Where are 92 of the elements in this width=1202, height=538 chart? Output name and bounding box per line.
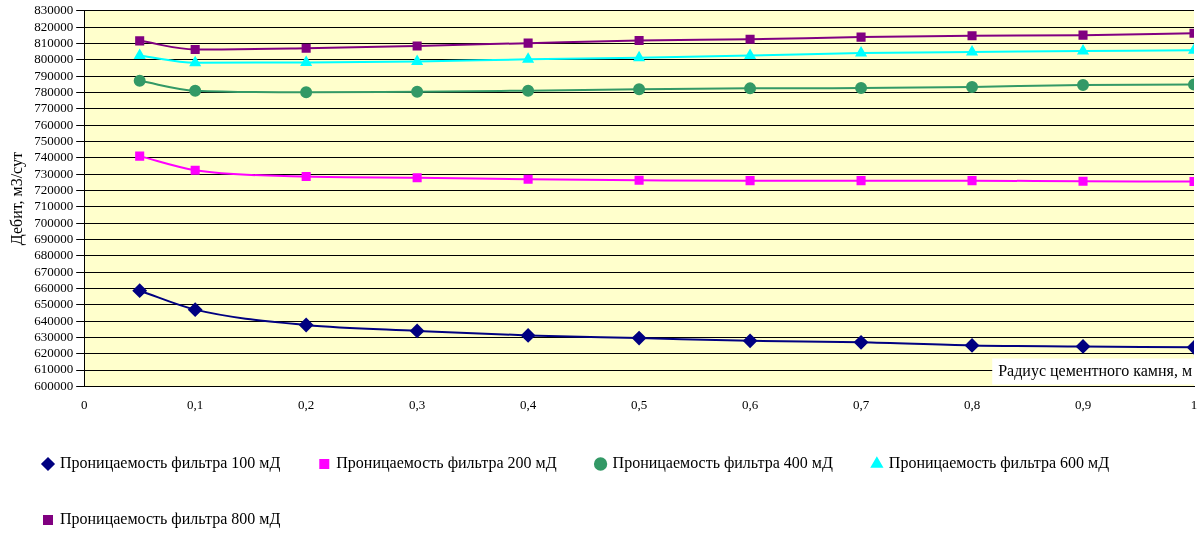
point bbox=[744, 49, 756, 60]
point bbox=[411, 55, 423, 65]
point bbox=[299, 318, 314, 332]
legend-label: Проницаемость фильтра 200 мД bbox=[336, 454, 557, 473]
y-tick-label: 680000 bbox=[34, 247, 74, 263]
x-tick-label: 0,7 bbox=[852, 396, 870, 412]
y-tick-label: 720000 bbox=[34, 181, 74, 197]
point bbox=[132, 283, 147, 298]
y-tick-label: 730000 bbox=[34, 165, 74, 181]
point bbox=[743, 333, 758, 348]
point bbox=[856, 32, 866, 42]
point bbox=[1078, 30, 1088, 40]
point bbox=[744, 82, 757, 95]
y-tick-label: 810000 bbox=[34, 34, 74, 50]
x-tick-label: 0,1 bbox=[187, 396, 204, 412]
point bbox=[1077, 44, 1089, 55]
point bbox=[633, 51, 645, 62]
point bbox=[966, 45, 978, 56]
legend-label: Проницаемость фильтра 100 мД bbox=[60, 454, 281, 473]
y-tick-label: 780000 bbox=[34, 83, 74, 99]
y-tick-label: 740000 bbox=[34, 149, 74, 165]
point bbox=[523, 38, 533, 48]
y-tick-label: 650000 bbox=[34, 296, 74, 312]
x-tick-label: 0,8 bbox=[963, 396, 981, 412]
point bbox=[133, 74, 146, 87]
point bbox=[1076, 339, 1091, 354]
point bbox=[190, 44, 200, 55]
y-axis-title: Дебит, м3/сут bbox=[7, 152, 26, 246]
point bbox=[745, 34, 755, 44]
y-tick-label: 830000 bbox=[34, 2, 74, 18]
x-axis-title: Радиус цементного камня, м bbox=[998, 361, 1192, 380]
point bbox=[189, 56, 201, 67]
y-tick-label: 750000 bbox=[34, 132, 74, 148]
point bbox=[856, 176, 866, 186]
y-tick-label: 820000 bbox=[34, 18, 74, 34]
point bbox=[967, 176, 977, 186]
point bbox=[410, 323, 425, 338]
x-tick-label: 0,3 bbox=[409, 396, 426, 412]
point bbox=[1078, 176, 1088, 186]
point bbox=[412, 173, 422, 183]
x-tick-label: 0 bbox=[80, 396, 88, 412]
x-tick-label: 0,4 bbox=[519, 396, 537, 412]
y-tick-label: 630000 bbox=[34, 328, 74, 344]
x-tick-label: 1 bbox=[1190, 396, 1198, 412]
point bbox=[854, 335, 869, 350]
point bbox=[855, 82, 868, 95]
y-tick-label: 700000 bbox=[34, 214, 74, 230]
point bbox=[633, 83, 646, 96]
y-tick-label: 770000 bbox=[34, 100, 74, 116]
x-tick-label: 0,6 bbox=[741, 396, 759, 412]
point bbox=[190, 165, 200, 175]
point bbox=[411, 85, 424, 98]
point bbox=[134, 49, 146, 60]
point bbox=[300, 86, 313, 99]
point bbox=[188, 302, 203, 317]
point bbox=[1077, 78, 1090, 91]
point bbox=[301, 43, 311, 53]
y-tick-label: 670000 bbox=[34, 263, 74, 279]
point bbox=[745, 176, 755, 186]
point bbox=[967, 31, 977, 41]
point bbox=[301, 172, 311, 182]
legend-label: Проницаемость фильтра 600 мД bbox=[888, 454, 1110, 473]
point bbox=[189, 84, 202, 97]
point bbox=[634, 175, 644, 185]
point bbox=[135, 151, 145, 161]
x-tick-label: 0,5 bbox=[630, 396, 648, 412]
y-tick-label: 640000 bbox=[34, 312, 74, 328]
y-tick-label: 610000 bbox=[34, 361, 74, 377]
point bbox=[135, 36, 145, 46]
point bbox=[966, 80, 979, 93]
point bbox=[634, 35, 644, 46]
legend-label: Проницаемость фильтра 400 мД bbox=[612, 454, 833, 473]
point bbox=[522, 53, 534, 63]
y-tick-label: 710000 bbox=[34, 198, 74, 214]
point bbox=[521, 328, 536, 343]
y-tick-label: 620000 bbox=[34, 345, 74, 361]
point bbox=[965, 338, 980, 353]
y-tick-label: 690000 bbox=[34, 230, 74, 246]
y-tick-label: 790000 bbox=[34, 67, 74, 83]
point bbox=[412, 41, 422, 51]
y-tick-label: 800000 bbox=[34, 51, 74, 67]
point bbox=[855, 46, 867, 57]
x-tick-label: 0,9 bbox=[1074, 396, 1092, 412]
y-tick-label: 660000 bbox=[34, 279, 74, 295]
x-tick-label: 0,2 bbox=[298, 396, 315, 412]
point bbox=[632, 331, 647, 346]
point bbox=[300, 56, 312, 66]
y-tick-label: 760000 bbox=[34, 116, 74, 132]
y-tick-label: 600000 bbox=[34, 377, 74, 393]
point bbox=[523, 174, 533, 184]
legend-label: Проницаемость фильтра 800 мД bbox=[60, 510, 281, 529]
point bbox=[522, 84, 535, 97]
